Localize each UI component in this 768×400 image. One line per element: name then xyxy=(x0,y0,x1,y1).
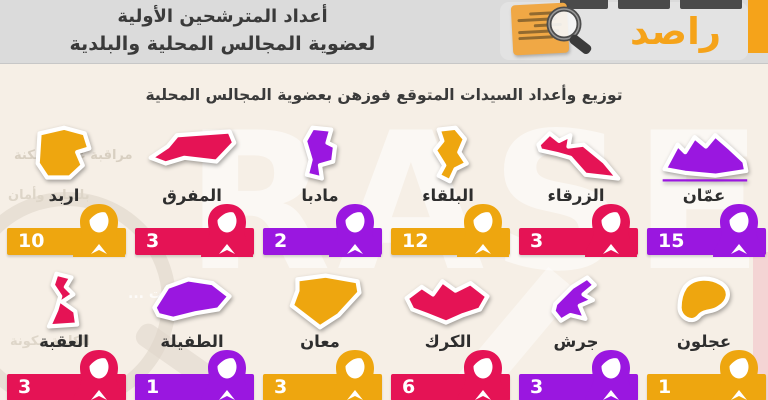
map-shape-balqa xyxy=(398,124,498,186)
map-shape-karak xyxy=(398,270,498,332)
value-label: 6 xyxy=(402,376,416,398)
value-label: 15 xyxy=(658,230,685,252)
region-card-amman: عمّان 15 xyxy=(640,123,768,258)
region-card-aqaba: العقبة 3 xyxy=(0,269,128,400)
map-shape-maan xyxy=(270,270,370,332)
chart-subtitle: توزيع وأعداد السيدات المتوقع فوزهن بعضوي… xyxy=(145,86,623,104)
woman-icon xyxy=(711,349,767,400)
map-shape-zarqa xyxy=(526,124,626,186)
woman-icon xyxy=(455,203,511,257)
cropped-logo-word xyxy=(560,0,748,9)
value-label: 2 xyxy=(274,230,288,252)
map-shape-madaba xyxy=(270,124,370,186)
governorate-row-2: عجلون 1 جرش 3 الكرك 6 معان 3 الطفيلة 1 xyxy=(0,269,768,400)
region-name: معان xyxy=(300,332,340,351)
value-label: 10 xyxy=(18,230,45,252)
region-name: عمّان xyxy=(682,186,726,205)
region-card-mafraq: المفرق 3 xyxy=(128,123,256,258)
woman-icon xyxy=(583,349,639,400)
header-band: أعداد المترشحين الأولية لعضوية المجالس ا… xyxy=(0,0,768,64)
region-card-balqa: البلقاء 12 xyxy=(384,123,512,258)
woman-icon xyxy=(199,349,255,400)
region-card-irbid: اربد 10 xyxy=(0,123,128,258)
map-shape-irbid xyxy=(14,124,114,186)
map-shape-aqaba xyxy=(14,270,114,332)
value-label: 12 xyxy=(402,230,429,252)
region-name: العقبة xyxy=(39,332,89,351)
woman-icon xyxy=(71,349,127,400)
region-name: الزرقاء xyxy=(547,186,605,205)
region-name: الكرك xyxy=(424,332,472,351)
map-shape-ajloun xyxy=(654,270,754,332)
region-name: مادبا xyxy=(301,186,339,205)
woman-icon xyxy=(71,203,127,257)
woman-icon xyxy=(327,203,383,257)
region-card-ajloun: عجلون 1 xyxy=(640,269,768,400)
map-shape-mafraq xyxy=(142,124,242,186)
woman-icon xyxy=(711,203,767,257)
value-label: 3 xyxy=(530,376,544,398)
region-name: البلقاء xyxy=(422,186,474,205)
woman-icon xyxy=(199,203,255,257)
region-name: عجلون xyxy=(676,332,732,351)
value-label: 3 xyxy=(18,376,32,398)
region-name: جرش xyxy=(553,332,599,351)
region-card-maan: معان 3 xyxy=(256,269,384,400)
region-name: المفرق xyxy=(162,186,222,205)
map-shape-amman xyxy=(654,124,754,186)
map-shape-tafileh xyxy=(142,270,242,332)
brand-logo-text: راصد xyxy=(629,10,722,53)
faint-watermark-text: بلديات وأمان xyxy=(8,188,90,203)
value-label: 3 xyxy=(274,376,288,398)
title-line-2: لعضوية المجالس المحلية والبلدية xyxy=(69,33,376,55)
region-card-zarqa: الزرقاء 3 xyxy=(512,123,640,258)
region-card-karak: الكرك 6 xyxy=(384,269,512,400)
woman-icon xyxy=(327,349,383,400)
faint-watermark-text: الكلمة مكونة xyxy=(10,334,90,349)
region-name: الطفيلة xyxy=(160,332,224,351)
value-label: 1 xyxy=(146,376,160,398)
magnifier-icon xyxy=(538,2,602,62)
map-shape-jerash xyxy=(526,270,626,332)
value-label: 1 xyxy=(658,376,672,398)
region-card-jerash: جرش 3 xyxy=(512,269,640,400)
region-name: اربد xyxy=(48,186,80,205)
governorate-row-1: عمّان 15 الزرقاء 3 البلقاء 12 مادبا 2 ال… xyxy=(0,123,768,258)
page-title: أعداد المترشحين الأولية لعضوية المجالس ا… xyxy=(0,3,445,58)
value-label: 3 xyxy=(146,230,160,252)
title-line-1: أعداد المترشحين الأولية xyxy=(117,6,328,27)
woman-icon xyxy=(583,203,639,257)
woman-icon xyxy=(455,349,511,400)
rased-watermark: RASED xyxy=(185,92,768,313)
region-card-tafileh: الطفيلة 1 xyxy=(128,269,256,400)
orange-accent-bar xyxy=(748,0,768,53)
value-label: 3 xyxy=(530,230,544,252)
region-card-madaba: مادبا 2 xyxy=(256,123,384,258)
